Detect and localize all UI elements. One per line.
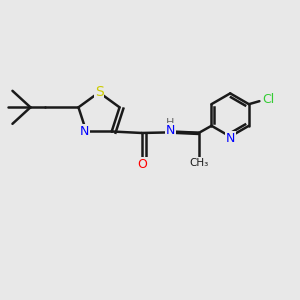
Text: S: S [94, 85, 103, 98]
Text: CH₃: CH₃ [189, 158, 208, 168]
Text: Cl: Cl [262, 93, 274, 106]
Text: H: H [166, 118, 174, 128]
Text: N: N [226, 132, 235, 145]
Text: N: N [80, 125, 89, 138]
Text: N: N [166, 124, 175, 137]
Text: O: O [137, 158, 147, 171]
